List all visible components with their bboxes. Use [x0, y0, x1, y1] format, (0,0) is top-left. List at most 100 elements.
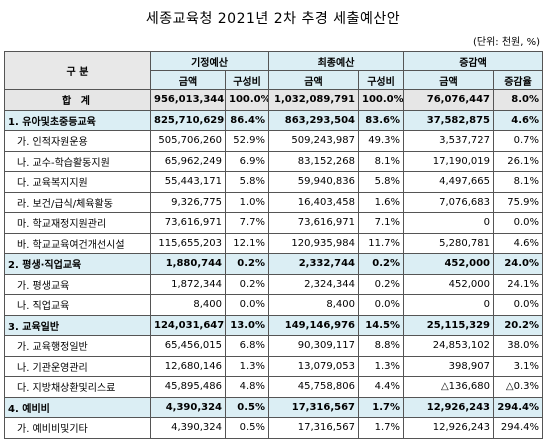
item-row: 가. 예비비및기타 4,390,324 0.5% 17,316,567 1.7% 12,9… [4, 417, 544, 439]
cell: 0 [403, 294, 494, 316]
cell: 59,940,836 [268, 171, 359, 193]
cell: 52.9% [225, 130, 269, 152]
cell: 26.1% [492, 150, 544, 172]
cell: 124,031,647 [150, 314, 226, 336]
cell: 9,326,775 [150, 191, 226, 213]
row-label: 라. 보건/급식/체육활동 [4, 191, 151, 213]
cell: 8.1% [492, 171, 544, 193]
cell: 0.0% [492, 212, 544, 234]
cell: 17,316,567 [268, 417, 359, 439]
header-cell: 증감율 [492, 70, 544, 90]
cell: 4,390,324 [150, 396, 226, 418]
title: 세종교육청 2021년 2차 추경 세출예산안 [145, 11, 401, 27]
cell: 1.7% [358, 417, 404, 439]
cell: 16,403,458 [268, 191, 359, 213]
row-label: 가. 인적자원운용 [4, 130, 151, 152]
cell: 1.6% [358, 191, 404, 213]
row-label: 가. 교육행정일반 [4, 335, 151, 357]
cell: 0.2% [358, 253, 404, 275]
row-label: 1. 유아및초중등교육 [4, 109, 151, 131]
cell: 8,400 [150, 294, 226, 316]
cell: 294.4% [492, 396, 544, 418]
cell: 8.8% [358, 335, 404, 357]
item-row: 가. 인적자원운용 505,706,260 52.9% 509,243,987 49.3… [4, 130, 544, 152]
cell: 17,316,567 [268, 396, 359, 418]
cell: 1.7% [358, 396, 404, 418]
item-row: 나. 교수-학습활동지원 65,962,249 6.9% 83,152,268 8.1%… [4, 150, 544, 172]
table-body: 합 계 956,013,344 100.0% 1,032,089,791 100.0% 7… [4, 89, 544, 439]
cell: 4.8% [225, 376, 269, 398]
cell: 37,582,875 [403, 109, 494, 131]
row-label: 합 계 [4, 89, 151, 111]
cell: 3.1% [492, 355, 544, 377]
cell: 8.1% [358, 150, 404, 172]
cell: 0.2% [225, 273, 269, 295]
cell: 120,935,984 [268, 232, 359, 254]
cell: 83.6% [358, 109, 404, 131]
budget-table: 구 분 기정예산 최종예산 증감액 금액 구성비 금액 구성비 금액 증감율 합… [4, 51, 544, 439]
item-row: 가. 교육행정일반 65,456,015 6.8% 90,309,117 8.8% 24,… [4, 335, 544, 357]
cell: 5,280,781 [403, 232, 494, 254]
cell: 12,926,243 [403, 396, 494, 418]
cell: 863,293,504 [268, 109, 359, 131]
cell: 2,324,344 [268, 273, 359, 295]
item-row: 나. 직업교육 8,400 0.0% 8,400 0.0% 0 0.0% [4, 294, 544, 316]
header-cell: 구성비 [225, 70, 269, 90]
header-cell: 구 분 [4, 51, 151, 90]
cell: 13,079,053 [268, 355, 359, 377]
item-row: 다. 지방채상환및리스료 45,895,486 4.8% 45,758,806 4.4%… [4, 376, 544, 398]
total-row: 합 계 956,013,344 100.0% 1,032,089,791 100.0% 7… [4, 89, 544, 111]
sec-row: 2. 평생·직업교육 1,880,744 0.2% 2,332,744 0.2% 452,… [4, 253, 544, 275]
cell: 90,309,117 [268, 335, 359, 357]
cell: 0.5% [225, 417, 269, 439]
cell: 452,000 [403, 273, 494, 295]
cell: 0.2% [225, 253, 269, 275]
unit-note: (단위: 천원, %) [472, 37, 540, 48]
cell: 0.7% [492, 130, 544, 152]
cell: 825,710,629 [150, 109, 226, 131]
cell: 73,616,971 [268, 212, 359, 234]
cell: 14.5% [358, 314, 404, 336]
cell: 0.2% [358, 273, 404, 295]
cell: 55,443,171 [150, 171, 226, 193]
row-label: 가. 평생교육 [4, 273, 151, 295]
cell: 5.8% [358, 171, 404, 193]
cell: 17,190,019 [403, 150, 494, 172]
cell: 5.8% [225, 171, 269, 193]
cell: 0 [403, 212, 494, 234]
cell: 1,880,744 [150, 253, 226, 275]
sec-row: 3. 교육일반 124,031,647 13.0% 149,146,976 14.5% 2… [4, 314, 544, 336]
cell: 4,497,665 [403, 171, 494, 193]
cell: 49.3% [358, 130, 404, 152]
cell: 12.1% [225, 232, 269, 254]
cell: 45,895,486 [150, 376, 226, 398]
row-label: 나. 기관운영관리 [4, 355, 151, 377]
cell: 6.9% [225, 150, 269, 172]
cell: 100.0% [225, 89, 269, 111]
cell: 65,962,249 [150, 150, 226, 172]
cell: 76,076,447 [403, 89, 494, 111]
cell: 24.0% [492, 253, 544, 275]
item-row: 가. 평생교육 1,872,344 0.2% 2,324,344 0.2% 452,000… [4, 273, 544, 295]
cell: 0.5% [225, 396, 269, 418]
cell: 12,680,146 [150, 355, 226, 377]
row-label: 3. 교육일반 [4, 314, 151, 336]
cell: 7.7% [225, 212, 269, 234]
cell: 4.6% [492, 232, 544, 254]
row-label: 4. 예비비 [4, 396, 151, 418]
cell: 65,456,015 [150, 335, 226, 357]
cell: 4,390,324 [150, 417, 226, 439]
row-label: 바. 학교교육여건개선시설 [4, 232, 151, 254]
cell: 398,907 [403, 355, 494, 377]
cell: 8,400 [268, 294, 359, 316]
table-head: 구 분 기정예산 최종예산 증감액 금액 구성비 금액 구성비 금액 증감율 [4, 51, 544, 90]
cell: 509,243,987 [268, 130, 359, 152]
row-label: 나. 직업교육 [4, 294, 151, 316]
cell: 45,758,806 [268, 376, 359, 398]
cell: 73,616,971 [150, 212, 226, 234]
row-label: 다. 교육복지지원 [4, 171, 151, 193]
header-cell: 구성비 [358, 70, 404, 90]
cell: 4.6% [492, 109, 544, 131]
cell: 1,032,089,791 [268, 89, 359, 111]
